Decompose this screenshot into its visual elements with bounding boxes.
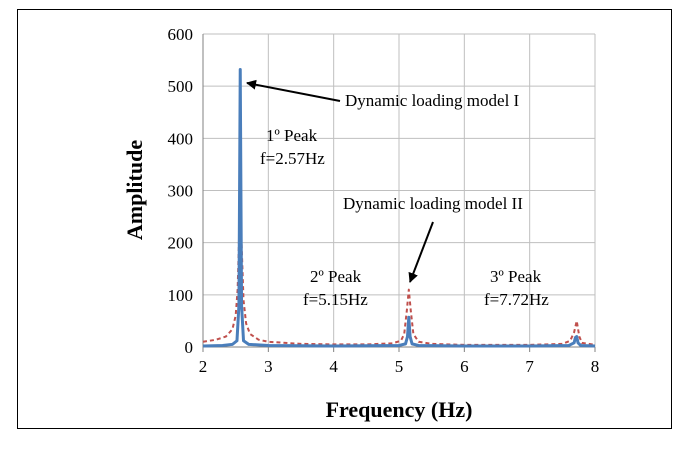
x-tick-label: 8 <box>591 357 600 376</box>
x-tick-label: 6 <box>460 357 469 376</box>
x-tick-label: 5 <box>395 357 404 376</box>
y-axis-title: Amplitude <box>122 140 147 240</box>
x-tick-label: 2 <box>199 357 208 376</box>
series-line-1 <box>202 67 596 348</box>
annotation-model-1: Dynamic loading model I <box>345 91 520 110</box>
annotation-peak-1-label: 1º Peak <box>266 126 318 145</box>
x-tick-label: 4 <box>329 357 338 376</box>
annotation-peak-2-freq: f=5.15Hz <box>303 290 368 309</box>
annotation-model-2: Dynamic loading model II <box>343 194 523 213</box>
chart-frame <box>17 9 672 429</box>
y-tick-label: 0 <box>185 338 194 357</box>
y-tick-label: 400 <box>168 129 194 148</box>
annotations: Dynamic loading model I Dynamic loading … <box>246 79 549 309</box>
x-tick-label: 7 <box>525 357 534 376</box>
gridlines <box>203 33 596 347</box>
annotation-peak-1-freq: f=2.57Hz <box>260 149 325 168</box>
annotation-peak-3-label: 3º Peak <box>490 267 542 286</box>
arrow-model-1 <box>246 79 341 102</box>
annotation-peak-3-freq: f=7.72Hz <box>484 290 549 309</box>
arrow-model-2 <box>408 221 434 283</box>
series-lines <box>202 67 596 348</box>
y-tick-label: 500 <box>168 77 194 96</box>
annotation-peak-2-label: 2º Peak <box>310 267 362 286</box>
y-tick-label: 600 <box>168 25 194 44</box>
y-tick-label: 100 <box>168 286 194 305</box>
x-tick-label: 3 <box>264 357 273 376</box>
y-tick-label: 200 <box>168 234 194 253</box>
x-axis-title: Frequency (Hz) <box>326 397 473 422</box>
y-tick-label: 300 <box>168 182 194 201</box>
